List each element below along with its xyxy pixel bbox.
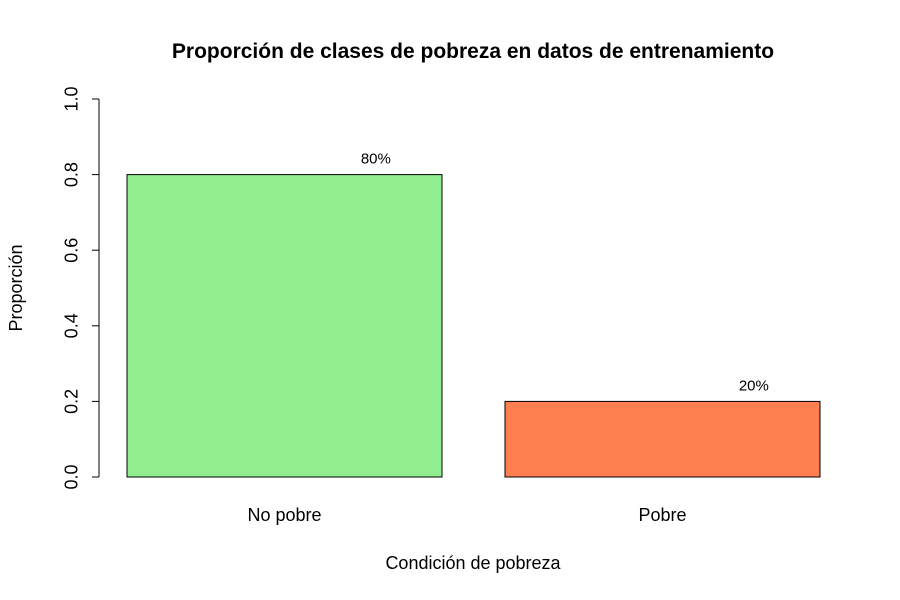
x-category-label: Pobre	[638, 505, 686, 525]
bar-no-pobre	[126, 174, 443, 478]
chart-title: Proporción de clases de pobreza en datos…	[172, 40, 774, 63]
y-tick-label: 0.8	[61, 162, 81, 187]
bar-data-label: 20%	[739, 377, 769, 394]
x-axis-label: Condición de pobreza	[385, 553, 561, 573]
y-tick-label: 0.6	[61, 238, 81, 263]
bars-group: 80% No pobre 20% Pobre	[126, 151, 821, 525]
bar-pobre	[504, 400, 821, 478]
y-tick-label: 0.0	[61, 464, 81, 489]
bar-data-label: 80%	[361, 151, 391, 168]
y-tick-label: 1.0	[61, 86, 81, 111]
y-tick-label: 0.4	[61, 313, 81, 338]
y-axis-label: Proporción	[6, 244, 26, 331]
y-tick-label: 0.2	[61, 389, 81, 414]
x-category-label: No pobre	[247, 505, 321, 525]
y-axis-ticks: 0.0 0.2 0.4 0.6 0.8 1.0	[61, 86, 99, 490]
